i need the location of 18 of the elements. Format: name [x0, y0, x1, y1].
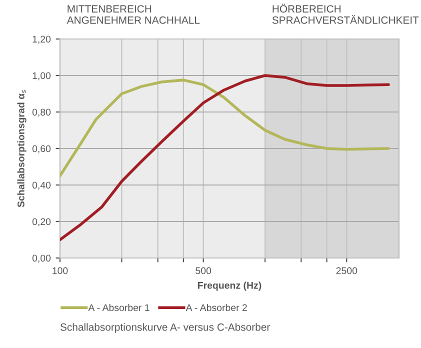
y-tick-label: 0,60 — [32, 145, 51, 154]
y-tick-label: 1,20 — [32, 36, 51, 44]
x-tick-label: 500 — [196, 267, 212, 274]
y-tick-label: 0,40 — [32, 182, 51, 190]
x-tick-label: 100 — [52, 267, 68, 274]
band-label: MITTENBEREICH ANGENEHMER NACHHALL — [66, 5, 200, 24]
x-axis-title: Frequenz (Hz) — [198, 282, 262, 291]
y-tick-label: 0,00 — [32, 254, 51, 263]
y-tick-label: 1,00 — [32, 72, 51, 80]
line-series — [60, 74, 390, 242]
x-tick-label: 2500 — [336, 267, 358, 274]
band-label: HÖRBEREICH SPRACHVERSTÄNDLICHKEIT — [272, 4, 419, 24]
y-tick-label: 0,80 — [32, 108, 51, 117]
legend-label: A - Absorber 2 — [186, 304, 247, 312]
y-tick-label: 0,20 — [32, 218, 51, 226]
text: Schallabsorptionskurve A- versus C-Absorber — [60, 323, 270, 333]
y-axis-title: Schallabsorptionsgrad α$_{s}$ — [17, 90, 26, 208]
legend-label: A - Absorber 1 — [88, 304, 150, 312]
